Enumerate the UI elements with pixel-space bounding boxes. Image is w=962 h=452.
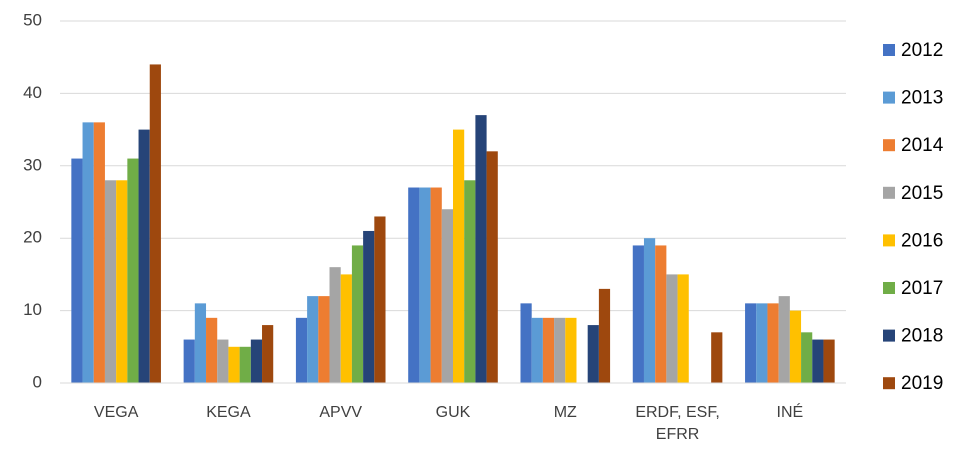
bar (812, 339, 824, 383)
y-tick-label: 20 (23, 228, 42, 247)
legend-swatch (883, 377, 895, 390)
bar (318, 296, 330, 383)
bar (643, 238, 656, 383)
bar (351, 245, 364, 383)
bar (194, 303, 207, 383)
bar (127, 158, 139, 383)
bar (598, 288, 611, 383)
bar (632, 245, 644, 383)
bar (677, 274, 689, 383)
bar (262, 325, 274, 383)
bar (823, 339, 835, 383)
bar (554, 317, 566, 383)
y-tick-label: 10 (23, 300, 42, 319)
x-tick-label: APVV (319, 404, 363, 421)
legend-swatch (883, 139, 895, 152)
y-tick-label: 30 (23, 155, 42, 174)
bar (116, 180, 128, 383)
bar (363, 230, 375, 383)
bar (756, 303, 768, 383)
legend-swatch (883, 329, 895, 342)
bar (250, 339, 263, 383)
x-tick-label: GUK (435, 404, 471, 421)
legend-swatch (883, 234, 895, 247)
bar (82, 122, 94, 384)
legend-label: 2012 (901, 40, 943, 61)
legend-swatch (883, 91, 895, 104)
bar (93, 122, 105, 384)
bar (464, 180, 476, 383)
bar (295, 317, 308, 383)
legend-label: 2013 (901, 88, 943, 109)
bar (138, 129, 150, 383)
bar (587, 325, 599, 383)
bar (542, 317, 555, 383)
legend-label: 2016 (901, 230, 943, 251)
x-tick-label: KEGA (206, 404, 251, 421)
bar (486, 151, 498, 383)
bar (520, 303, 532, 383)
bar (307, 296, 319, 383)
bar (149, 64, 161, 383)
bar (183, 339, 195, 383)
bar (239, 346, 251, 383)
bar (475, 115, 487, 384)
y-tick-label: 40 (23, 83, 42, 102)
legend-label: 2018 (901, 326, 943, 347)
bar (206, 317, 218, 383)
bar (340, 274, 352, 383)
bar (453, 129, 465, 383)
bar (329, 267, 341, 383)
bar (767, 303, 779, 383)
bar (374, 216, 386, 383)
bar (565, 317, 577, 383)
bar (655, 245, 667, 383)
bar (666, 274, 678, 383)
bar (745, 303, 757, 383)
bar (441, 209, 453, 383)
bar (801, 332, 813, 383)
bar (228, 346, 240, 383)
bar (71, 158, 83, 383)
legend-label: 2019 (901, 373, 943, 394)
bar (104, 180, 117, 383)
bar (408, 187, 420, 383)
bar (778, 296, 790, 383)
bar (430, 187, 442, 383)
bar (531, 317, 543, 383)
legend-label: 2017 (901, 278, 943, 299)
x-tick-label: VEGA (93, 404, 139, 421)
bar (217, 339, 229, 383)
x-tick-label: INÉ (776, 404, 804, 421)
legend-label: 2015 (901, 183, 943, 204)
y-tick-label: 50 (23, 10, 42, 29)
legend-swatch (883, 282, 895, 294)
bar (711, 332, 723, 383)
legend-label: 2014 (901, 135, 944, 156)
legend-swatch (883, 186, 895, 199)
legend-swatch (883, 44, 895, 56)
y-tick-label: 0 (33, 372, 42, 391)
bar (789, 310, 802, 383)
x-tick-label: ERDF, ESF, EFRR (635, 404, 720, 443)
bar (419, 187, 431, 383)
x-tick-label: MZ (553, 404, 577, 421)
